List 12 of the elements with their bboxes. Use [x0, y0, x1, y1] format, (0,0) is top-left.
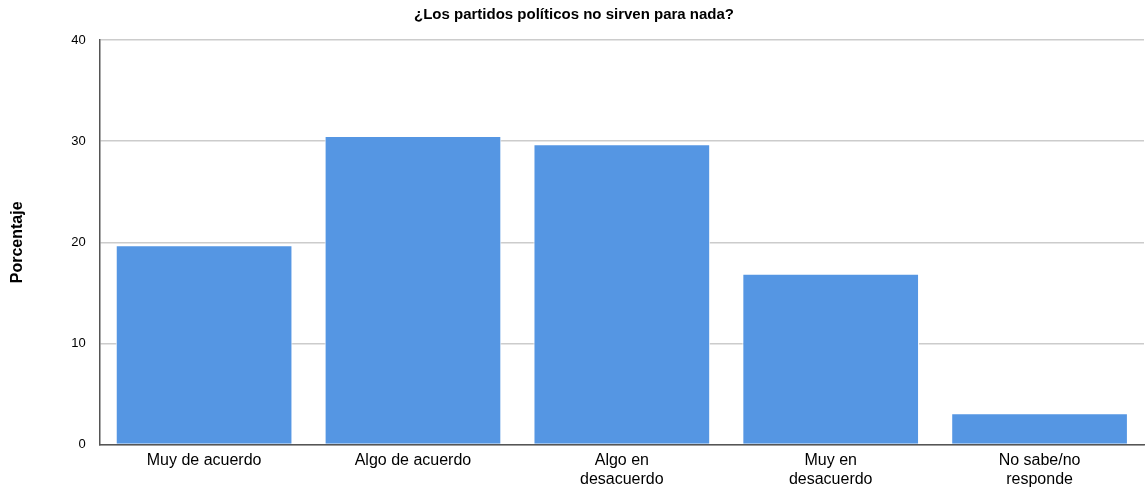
x-tick-label: Algo de acuerdo [354, 450, 472, 468]
y-tick-label: 10 [71, 335, 86, 351]
y-tick-label: 0 [78, 436, 86, 452]
chart-title: ¿Los partidos políticos no sirven para nada? [413, 5, 735, 23]
x-tick-label: No sabe/no responde [998, 450, 1081, 487]
x-tick-label: Muy en desacuerdo [788, 450, 873, 487]
y-tick-label: 40 [71, 31, 86, 47]
y-tick-label: 20 [71, 233, 86, 249]
y-tick-label: 30 [71, 132, 86, 148]
x-tick-label: Algo en desacuerdo [580, 450, 664, 487]
x-tick-label: Muy de acuerdo [146, 450, 262, 468]
y-axis-title: Porcentaje [8, 201, 26, 284]
